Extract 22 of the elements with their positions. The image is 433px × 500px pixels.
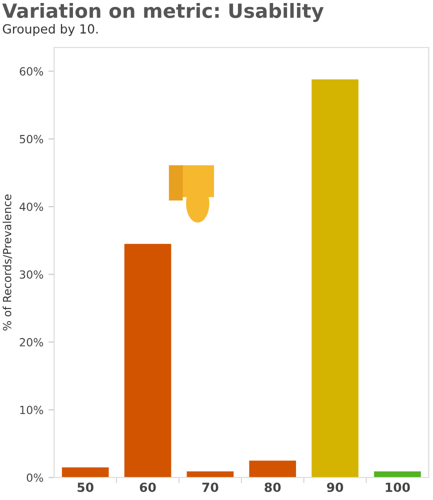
bar: [124, 244, 172, 478]
chart-subtitle: Grouped by 10.: [2, 24, 98, 36]
x-tick-label: 100: [386, 482, 410, 492]
bar: [249, 460, 296, 478]
bar: [186, 471, 234, 478]
x-tick-label: 60: [140, 482, 156, 492]
bar: [312, 79, 358, 478]
y-tick-label: 30%: [20, 270, 44, 279]
x-tick-label: 90: [326, 482, 344, 492]
y-tick-label: 20%: [20, 338, 44, 346]
y-axis-title: % of Records/Prevalence: [2, 194, 12, 330]
bar: [374, 471, 421, 478]
chart-title: Variation on metric: Usability: [2, 3, 324, 22]
y-tick-label: 10%: [20, 406, 44, 414]
x-tick-label: 80: [264, 482, 281, 492]
y-tick-label: 60%: [20, 67, 44, 76]
y-tick-label: 50%: [20, 134, 44, 144]
x-tick-label: 50: [78, 482, 94, 492]
bar: [62, 467, 109, 478]
y-tick-label: 40%: [20, 202, 44, 212]
y-tick-label: 0%: [26, 473, 44, 482]
x-tick-label: 70: [202, 482, 218, 492]
